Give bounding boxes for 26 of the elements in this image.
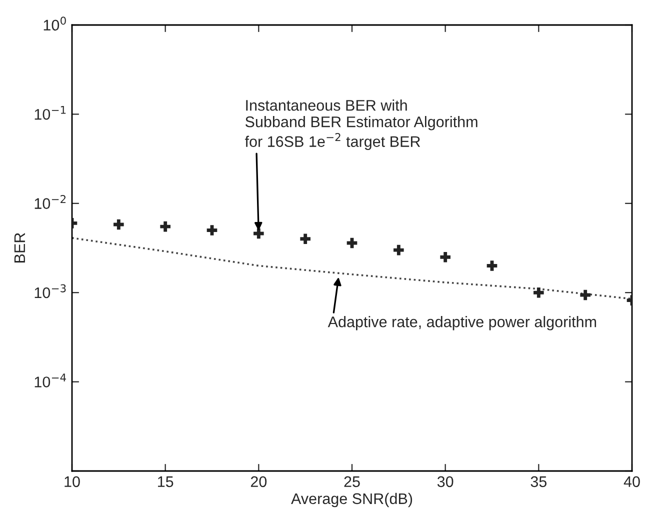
x-tick-label: 15 <box>158 476 174 488</box>
x-axis-title: Average SNR(dB) <box>291 492 412 508</box>
point <box>440 252 450 262</box>
point <box>486 260 498 271</box>
y-tick-label: 10$^{0}$ <box>44 16 66 31</box>
x-tick-label: 20 <box>250 476 267 488</box>
x-tick-label: 10 <box>64 476 80 488</box>
annotation: Instantaneous BER with Subband BER Estimator Algorithm for 16SB 1e$^{−2}$ target BER <box>244 100 478 150</box>
y-tick-label: 10$^{−4}$ <box>34 374 66 388</box>
point <box>394 244 404 256</box>
point <box>300 234 310 244</box>
y-tick-label: 10$^{−2}$ <box>34 195 66 209</box>
y-tick-label: 10$^{−3}$ <box>34 284 66 298</box>
annotation: Adaptive rate, adaptive power algorithm <box>328 316 596 330</box>
point <box>160 221 170 232</box>
y-axis-title: BER <box>14 233 25 262</box>
point <box>114 219 124 230</box>
point <box>534 287 544 298</box>
point <box>206 225 218 236</box>
x-tick-label: 35 <box>530 476 547 488</box>
y-tick-label: 10$^{−1}$ <box>34 106 66 120</box>
x-tick-label: 40 <box>624 476 640 488</box>
x-tick-label: 30 <box>437 476 454 488</box>
point <box>580 290 590 300</box>
point <box>254 228 264 239</box>
x-tick-label: 25 <box>344 476 360 488</box>
